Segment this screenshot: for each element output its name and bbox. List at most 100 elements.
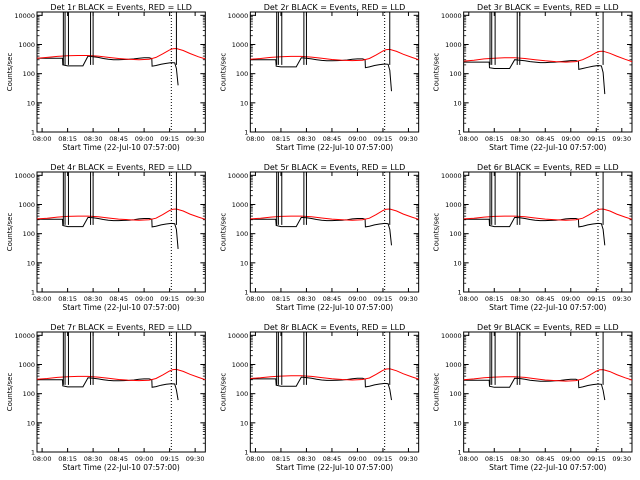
x-tick-label: 09:30 — [186, 455, 205, 463]
lld-series — [36, 47, 206, 61]
x-tick-label: 08:00 — [459, 295, 478, 303]
y-tick-label: 100 — [236, 230, 248, 238]
x-axis-label: Start Time (22-Jul-10 07:57:00) — [276, 463, 393, 472]
events-series — [463, 377, 606, 401]
lld-series — [463, 50, 633, 63]
y-tick-label: 10000 — [441, 172, 462, 180]
panel-title: Det 8r BLACK = Events, RED = LLD — [264, 323, 406, 332]
x-tick-label: 09:30 — [186, 295, 205, 303]
x-tick-label: 09:00 — [135, 135, 154, 143]
y-tick-label: 100 — [236, 70, 248, 78]
x-tick-label: 08:00 — [246, 135, 265, 143]
x-tick-label: 08:00 — [246, 295, 265, 303]
y-tick-label: 100 — [449, 230, 461, 238]
y-tick-label: 1000 — [445, 361, 462, 369]
x-tick-label: 09:15 — [374, 455, 393, 463]
y-tick-label: 10 — [453, 419, 461, 427]
lld-series — [463, 369, 633, 382]
x-axis-label: Start Time (22-Jul-10 07:57:00) — [62, 143, 179, 152]
panel-title: Det 9r BLACK = Events, RED = LLD — [477, 323, 619, 332]
x-tick-label: 09:30 — [612, 455, 631, 463]
y-tick-label: 100 — [449, 70, 461, 78]
y-tick-label: 10000 — [228, 12, 249, 20]
y-tick-label: 1000 — [445, 41, 462, 49]
plot-frame — [463, 11, 633, 133]
x-tick-label: 08:00 — [33, 455, 52, 463]
x-tick-label: 08:15 — [485, 135, 504, 143]
y-tick-label: 10 — [27, 419, 35, 427]
x-tick-label: 08:15 — [58, 135, 77, 143]
x-tick-label: 09:15 — [374, 135, 393, 143]
x-tick-label: 09:00 — [561, 295, 580, 303]
x-axis-label: Start Time (22-Jul-10 07:57:00) — [62, 303, 179, 312]
panel-title: Det 3r BLACK = Events, RED = LLD — [477, 3, 619, 12]
panel-title: Det 2r BLACK = Events, RED = LLD — [264, 3, 406, 12]
x-tick-label: 09:00 — [348, 455, 367, 463]
lld-series — [463, 208, 633, 221]
plot-frame — [249, 331, 420, 453]
events-series — [250, 376, 392, 401]
x-tick-label: 09:15 — [374, 295, 393, 303]
x-tick-label: 08:45 — [109, 455, 128, 463]
x-tick-label: 08:45 — [536, 135, 555, 143]
x-tick-label: 09:15 — [160, 135, 179, 143]
y-tick-label: 1 — [31, 289, 35, 297]
y-tick-label: 10 — [453, 99, 461, 107]
y-axis-label: Counts/sec — [6, 213, 14, 252]
y-axis-label: Counts/sec — [219, 53, 227, 92]
panel-title: Det 6r BLACK = Events, RED = LLD — [477, 163, 619, 172]
y-axis-label: Counts/sec — [6, 53, 14, 92]
x-tick-label: 08:45 — [536, 295, 555, 303]
panel-title: Det 4r BLACK = Events, RED = LLD — [50, 163, 192, 172]
y-tick-label: 10 — [453, 259, 461, 267]
y-tick-label: 10000 — [14, 12, 35, 20]
y-tick-label: 10 — [240, 419, 248, 427]
x-tick-label: 08:30 — [297, 455, 316, 463]
x-axis-label: Start Time (22-Jul-10 07:57:00) — [489, 143, 606, 152]
x-tick-label: 09:30 — [186, 135, 205, 143]
y-tick-label: 1 — [31, 129, 35, 137]
x-tick-label: 09:00 — [561, 455, 580, 463]
x-tick-label: 09:00 — [348, 295, 367, 303]
y-tick-label: 1000 — [232, 41, 249, 49]
x-tick-label: 09:00 — [348, 135, 367, 143]
detector-panel: Det 1r BLACK = Events, RED = LLD 08:00 08:… — [6, 3, 206, 152]
events-series — [250, 216, 392, 246]
x-tick-label: 08:45 — [323, 135, 342, 143]
events-series — [37, 55, 179, 86]
y-tick-label: 10 — [27, 259, 35, 267]
y-tick-label: 100 — [23, 70, 35, 78]
x-tick-label: 08:45 — [323, 455, 342, 463]
x-tick-label: 08:45 — [323, 295, 342, 303]
x-tick-label: 08:00 — [459, 455, 478, 463]
x-tick-label: 09:30 — [399, 135, 418, 143]
events-series — [37, 377, 179, 401]
y-tick-label: 1000 — [18, 41, 35, 49]
panel-title: Det 1r BLACK = Events, RED = LLD — [50, 3, 192, 12]
x-tick-label: 08:45 — [109, 135, 128, 143]
x-tick-label: 08:00 — [33, 295, 52, 303]
x-tick-label: 08:15 — [272, 295, 291, 303]
x-tick-label: 09:15 — [160, 455, 179, 463]
y-axis-label: Counts/sec — [433, 213, 441, 252]
y-tick-label: 1000 — [232, 361, 249, 369]
plot-frame — [249, 171, 420, 293]
x-tick-label: 09:15 — [587, 455, 606, 463]
x-axis-label: Start Time (22-Jul-10 07:57:00) — [489, 303, 606, 312]
detector-panel: Det 8r BLACK = Events, RED = LLD 08:00 08:… — [219, 323, 420, 472]
x-tick-label: 08:30 — [297, 135, 316, 143]
detector-panel: Det 3r BLACK = Events, RED = LLD 08:00 08:… — [433, 3, 633, 152]
y-tick-label: 1000 — [18, 201, 35, 209]
x-tick-label: 09:15 — [160, 295, 179, 303]
y-tick-label: 100 — [23, 390, 35, 398]
detector-panel: Det 4r BLACK = Events, RED = LLD 08:00 08:… — [6, 163, 206, 312]
plot-frame — [463, 171, 633, 293]
x-tick-label: 08:30 — [84, 295, 103, 303]
events-series — [37, 216, 179, 249]
x-tick-label: 09:15 — [587, 295, 606, 303]
x-tick-label: 09:15 — [587, 135, 606, 143]
y-tick-label: 10 — [240, 259, 248, 267]
x-tick-label: 09:30 — [612, 295, 631, 303]
y-tick-label: 1 — [458, 129, 462, 137]
y-tick-label: 1000 — [232, 201, 249, 209]
